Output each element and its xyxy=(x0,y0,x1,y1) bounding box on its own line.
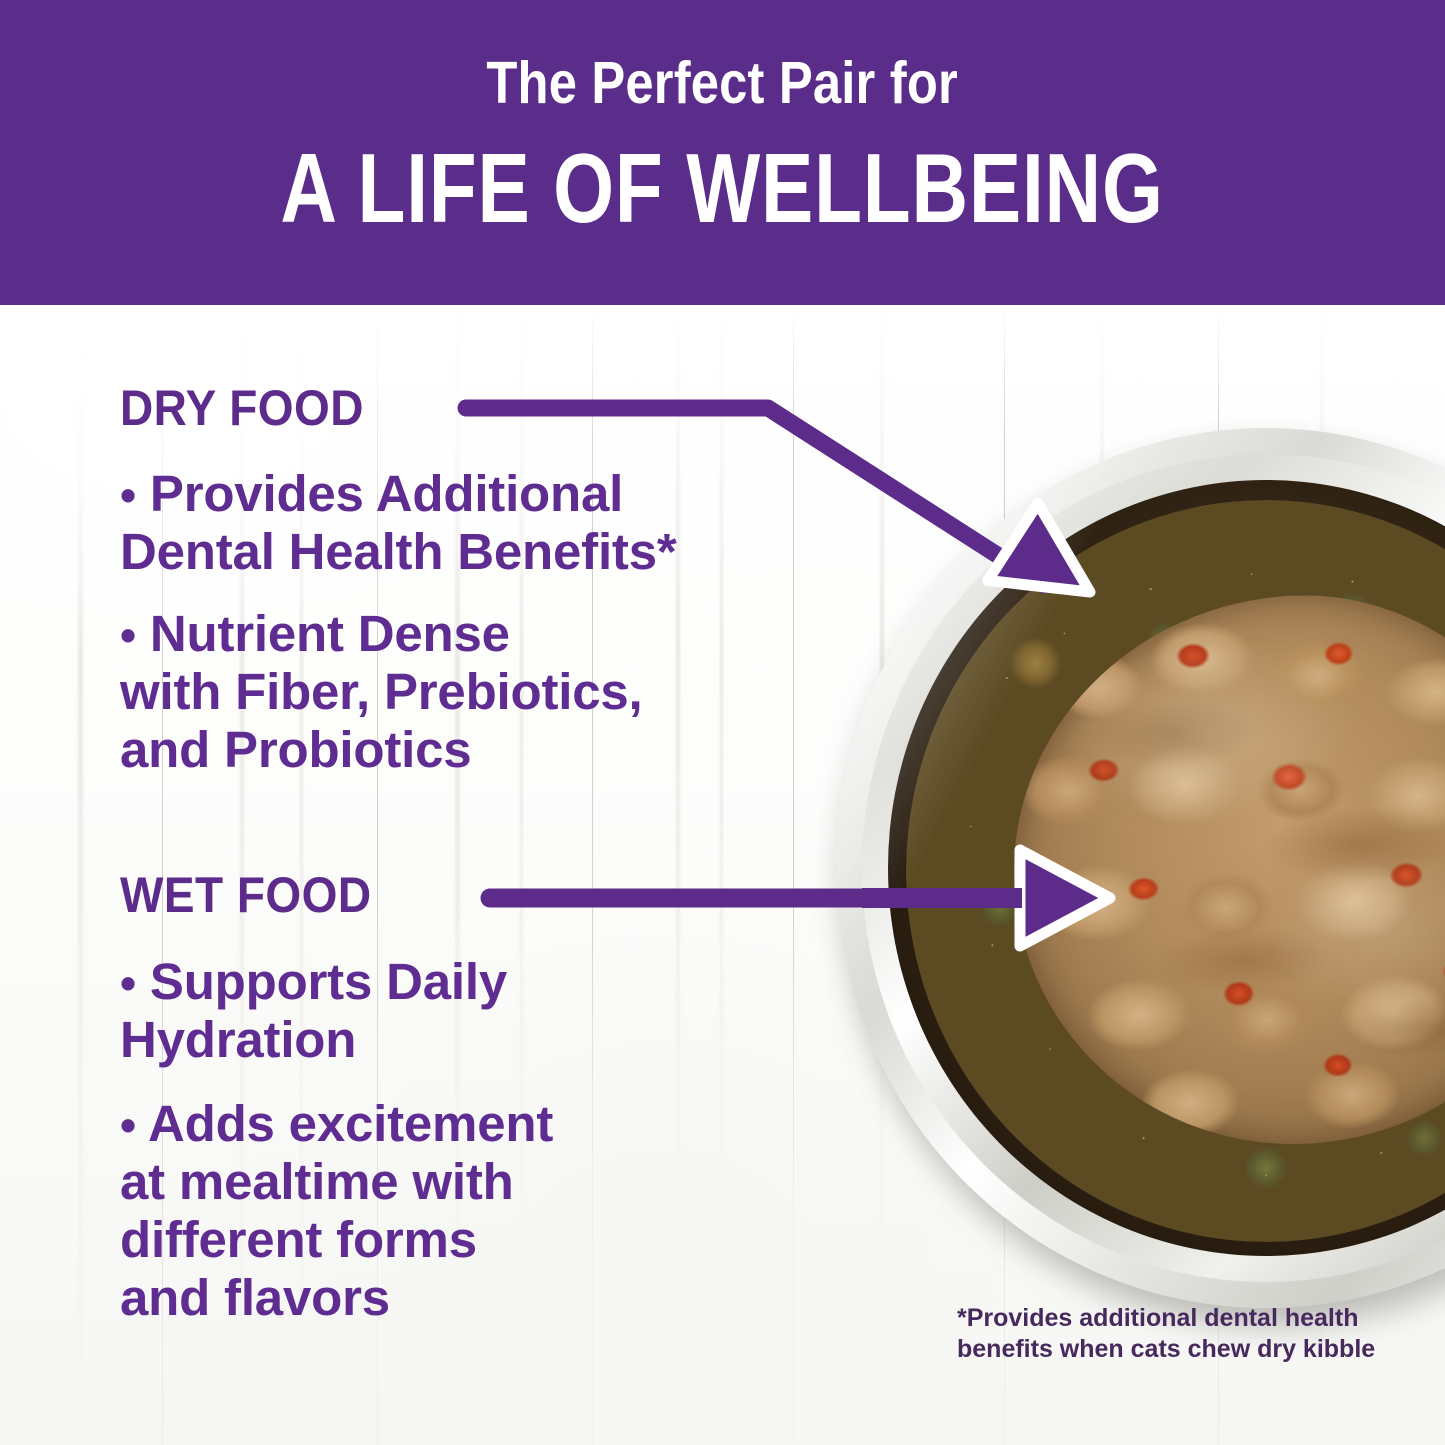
bullet-wet-2-line-2: at mealtime with xyxy=(120,1153,514,1211)
bullet-dot: • xyxy=(120,469,136,521)
bullet-wet-1-line-1: Supports Daily xyxy=(149,953,507,1010)
bullet-dot: • xyxy=(120,1099,136,1151)
banner-line-2: A LIFE OF WELLBEING xyxy=(280,133,1165,243)
bullet-wet-2-line-4: and flavors xyxy=(120,1269,390,1327)
bullet-dry-1-line-1: Provides Additional xyxy=(149,465,624,522)
headline-banner: The Perfect Pair for A LIFE OF WELLBEING xyxy=(0,0,1445,305)
arrow-to-wet-food xyxy=(480,844,1116,952)
bullet-wet-1-line-2: Hydration xyxy=(120,1011,357,1069)
banner-line-1: The Perfect Pair for xyxy=(486,50,959,116)
arrow-to-dry-kibble xyxy=(457,399,1096,598)
bullet-wet-1: • Supports Daily Hydration xyxy=(120,953,820,1069)
bullet-dry-1-line-2: Dental Health Benefits* xyxy=(120,523,677,581)
bullet-dot: • xyxy=(120,957,136,1009)
bullet-wet-2: • Adds excitement at mealtime with diffe… xyxy=(120,1095,820,1328)
copy-column: DRY FOOD • Provides Additional Dental He… xyxy=(0,305,860,1445)
bullet-dry-2-line-2: with Fiber, Prebiotics, xyxy=(120,663,643,721)
bullet-dry-1: • Provides Additional Dental Health Bene… xyxy=(120,465,820,581)
footnote-disclaimer: *Provides additional dental health benef… xyxy=(957,1304,1376,1363)
bullet-dry-2-line-3: and Probiotics xyxy=(120,721,472,779)
section-heading-wet-food: WET FOOD xyxy=(120,867,372,923)
bullet-wet-2-line-3: different forms xyxy=(120,1211,477,1269)
bullet-wet-2-line-1: Adds excitement xyxy=(147,1095,554,1152)
bullet-dry-2: • Nutrient Dense with Fiber, Prebiotics,… xyxy=(120,605,820,779)
bullet-dry-2-line-1: Nutrient Dense xyxy=(149,605,510,662)
bullet-dot: • xyxy=(120,609,136,661)
section-heading-dry-food: DRY FOOD xyxy=(120,380,364,436)
